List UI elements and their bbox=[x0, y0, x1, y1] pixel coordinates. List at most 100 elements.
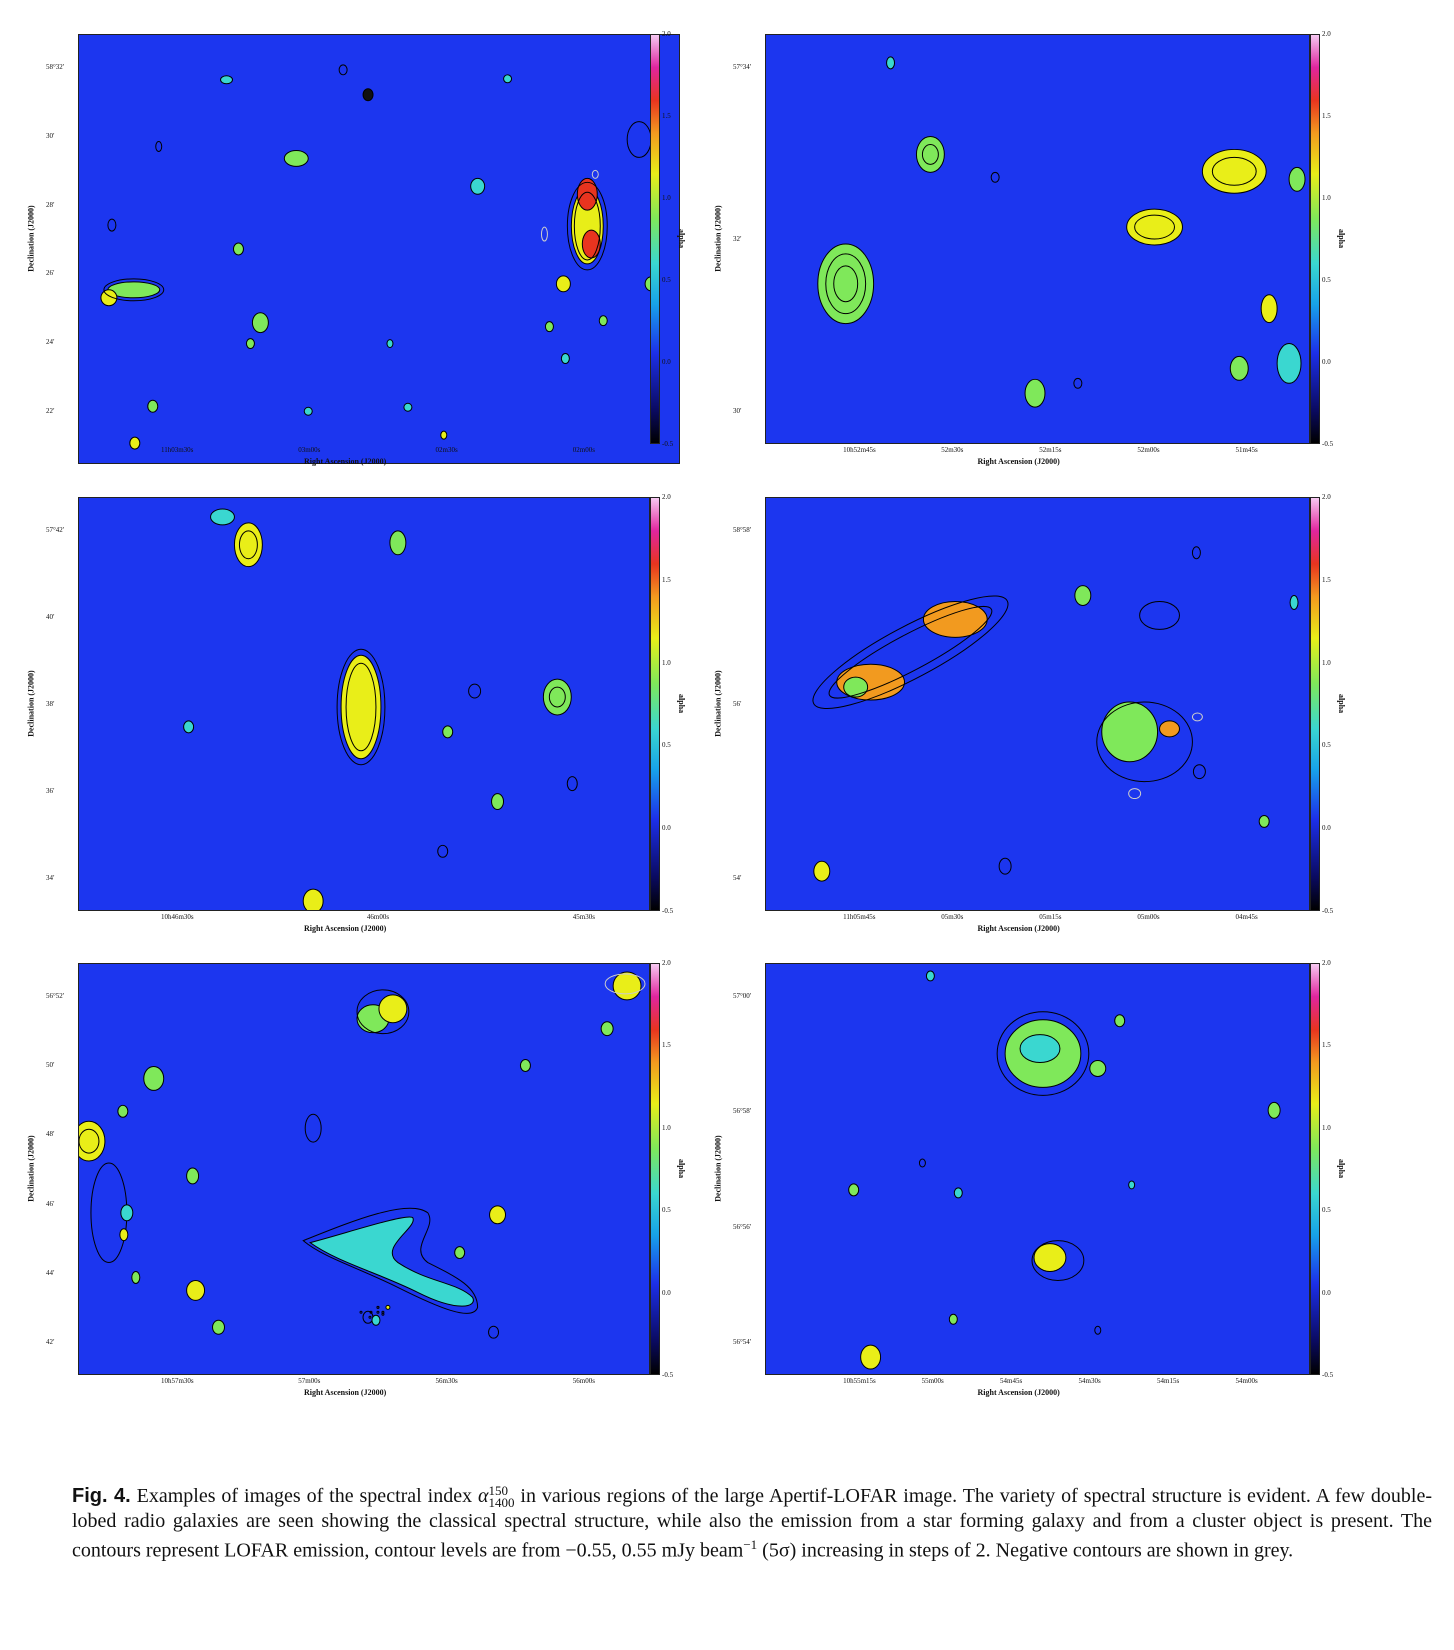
colorbar-title: alpha bbox=[677, 229, 686, 249]
ra-tick-label: 56m30s bbox=[435, 1377, 458, 1385]
colorbar-tick-label: 0.0 bbox=[1322, 824, 1331, 833]
dec-tick-label: 56°58′ bbox=[733, 1107, 752, 1116]
colorbar-tick-label: 0.0 bbox=[662, 358, 671, 366]
dec-tick-label: 30′ bbox=[46, 131, 55, 140]
caption-text-2: in various regions of the large Apertif-… bbox=[72, 1485, 1432, 1563]
x-axis-title: Right Ascension (J2000) bbox=[977, 924, 1060, 933]
colorbar-title: alpha bbox=[1337, 229, 1346, 249]
dec-tick-label: 44′ bbox=[46, 1268, 55, 1277]
colorbar-tick-label: 0.5 bbox=[1322, 741, 1331, 750]
dec-tick-label: 56°56′ bbox=[733, 1222, 752, 1231]
colorbar-tick-label: 1.0 bbox=[662, 1123, 671, 1132]
colorbar-title: alpha bbox=[677, 694, 686, 714]
colorbar-tick-label: 1.0 bbox=[1322, 1123, 1331, 1132]
x-axis-title: Right Ascension (J2000) bbox=[304, 924, 387, 933]
colorbar-tick-label: 2.0 bbox=[1322, 30, 1331, 38]
x-axis-title: Right Ascension (J2000) bbox=[304, 1388, 387, 1397]
colorbar-6 bbox=[1310, 963, 1320, 1375]
dec-tick-label: 38′ bbox=[46, 700, 55, 708]
colorbar-tick-label: 2.0 bbox=[662, 959, 671, 967]
ra-tick-label: 11h03m30s bbox=[160, 446, 194, 454]
colorbar-tick-label: 0.5 bbox=[1322, 276, 1331, 284]
dec-tick-label: 30′ bbox=[733, 407, 742, 416]
spectral-index-map-1 bbox=[78, 34, 680, 464]
y-axis-title: Declination (J2000) bbox=[26, 670, 36, 737]
spectral-index-map-4 bbox=[765, 497, 1310, 911]
caption-text-1: Examples of images of the spectral index bbox=[130, 1485, 478, 1507]
x-axis-title: Right Ascension (J2000) bbox=[304, 457, 387, 466]
ra-tick-label: 52m00s bbox=[1137, 446, 1160, 454]
colorbar-2 bbox=[1310, 34, 1320, 444]
ra-tick-label: 10h57m30s bbox=[160, 1377, 194, 1385]
colorbar-1 bbox=[650, 34, 660, 444]
dec-tick-label: 54′ bbox=[733, 873, 742, 882]
ra-tick-label: 11h05m45s bbox=[843, 913, 876, 921]
colorbar-tick-label: 1.5 bbox=[1322, 1041, 1331, 1050]
colorbar-tick-label: 0.0 bbox=[662, 1288, 671, 1297]
dec-tick-label: 32′ bbox=[733, 235, 742, 243]
ra-tick-label: 56m00s bbox=[572, 1377, 595, 1385]
dec-tick-label: 57°42′ bbox=[46, 526, 65, 535]
colorbar-tick-label: 1.5 bbox=[1322, 112, 1331, 120]
colorbar-tick-label: 0.5 bbox=[662, 276, 671, 284]
colorbar-title: alpha bbox=[677, 1159, 686, 1179]
dec-tick-label: 22′ bbox=[46, 407, 55, 416]
ra-tick-label: 10h46m30s bbox=[160, 913, 194, 921]
dec-tick-label: 48′ bbox=[46, 1130, 55, 1139]
colorbar-tick-label: 1.0 bbox=[1322, 194, 1331, 202]
dec-tick-label: 57°00′ bbox=[733, 991, 752, 1000]
colorbar-tick-label: 0.0 bbox=[662, 824, 671, 833]
dec-tick-label: 24′ bbox=[46, 338, 55, 347]
ra-tick-label: 52m15s bbox=[1039, 446, 1062, 454]
spectral-index-map-5 bbox=[78, 963, 650, 1375]
dec-tick-label: 40′ bbox=[46, 613, 55, 622]
colorbar-3 bbox=[650, 497, 660, 911]
dec-tick-label: 28′ bbox=[46, 200, 55, 209]
figure-caption: Fig. 4. Examples of images of the spectr… bbox=[72, 1484, 1432, 1563]
colorbar-tick-label: 1.5 bbox=[662, 1041, 671, 1050]
caption-text-3: (5σ) increasing in steps of 2. Negative … bbox=[757, 1540, 1294, 1563]
alpha-subscript: 1400 bbox=[488, 1495, 515, 1511]
colorbar-tick-label: 2.0 bbox=[1322, 493, 1331, 501]
caption-label: Fig. 4. bbox=[72, 1485, 131, 1507]
y-axis-title: Declination (J2000) bbox=[713, 1135, 723, 1202]
colorbar-tick-label: 1.0 bbox=[662, 194, 671, 202]
ra-tick-label: 57m00s bbox=[298, 1377, 321, 1385]
alpha-superscript: 150 bbox=[488, 1483, 509, 1499]
ra-tick-label: 46m00s bbox=[366, 913, 390, 921]
dec-tick-label: 42′ bbox=[46, 1338, 55, 1347]
colorbar-tick-label: 0.5 bbox=[662, 741, 671, 750]
x-axis-title: Right Ascension (J2000) bbox=[977, 1388, 1060, 1397]
colorbar-tick-label: 1.5 bbox=[1322, 575, 1331, 584]
y-axis-title: Declination (J2000) bbox=[26, 205, 36, 272]
colorbar-tick-label: 0.0 bbox=[1322, 1288, 1331, 1297]
dec-tick-label: 56′ bbox=[733, 700, 742, 708]
colorbar-tick-label: 0.0 bbox=[1322, 358, 1331, 366]
colorbar-tick-label: -0.5 bbox=[662, 1371, 674, 1379]
colorbar-4 bbox=[1310, 497, 1320, 911]
colorbar-tick-label: -0.5 bbox=[1322, 440, 1334, 448]
colorbar-tick-label: 1.5 bbox=[662, 575, 671, 584]
dec-tick-label: 50′ bbox=[46, 1061, 55, 1070]
ra-tick-label: 55m00s bbox=[921, 1377, 944, 1385]
alpha-symbol: α bbox=[478, 1485, 489, 1507]
y-axis-title: Declination (J2000) bbox=[713, 670, 723, 737]
colorbar-tick-label: 1.0 bbox=[1322, 658, 1331, 667]
ra-tick-label: 51m45s bbox=[1235, 446, 1258, 454]
ra-tick-label: 54m00s bbox=[1235, 1377, 1258, 1385]
spectral-index-map-2 bbox=[765, 34, 1310, 444]
ra-tick-label: 03m00s bbox=[298, 446, 321, 454]
ra-tick-label: 52m30s bbox=[941, 446, 964, 454]
dec-tick-label: 57°34′ bbox=[733, 62, 752, 71]
colorbar-tick-label: -0.5 bbox=[1322, 907, 1334, 915]
ra-tick-label: 02m00s bbox=[572, 446, 595, 454]
dec-tick-label: 56°54′ bbox=[733, 1338, 752, 1347]
dec-tick-label: 56°52′ bbox=[46, 991, 65, 1000]
ra-tick-label: 04m45s bbox=[1235, 913, 1258, 921]
colorbar-tick-label: 2.0 bbox=[1322, 959, 1331, 967]
colorbar-tick-label: 2.0 bbox=[662, 493, 671, 501]
ra-tick-label: 54m15s bbox=[1157, 1377, 1180, 1385]
colorbar-tick-label: 1.5 bbox=[662, 112, 671, 120]
ra-tick-label: 45m30s bbox=[572, 913, 595, 921]
dec-tick-label: 58°32′ bbox=[46, 62, 65, 71]
